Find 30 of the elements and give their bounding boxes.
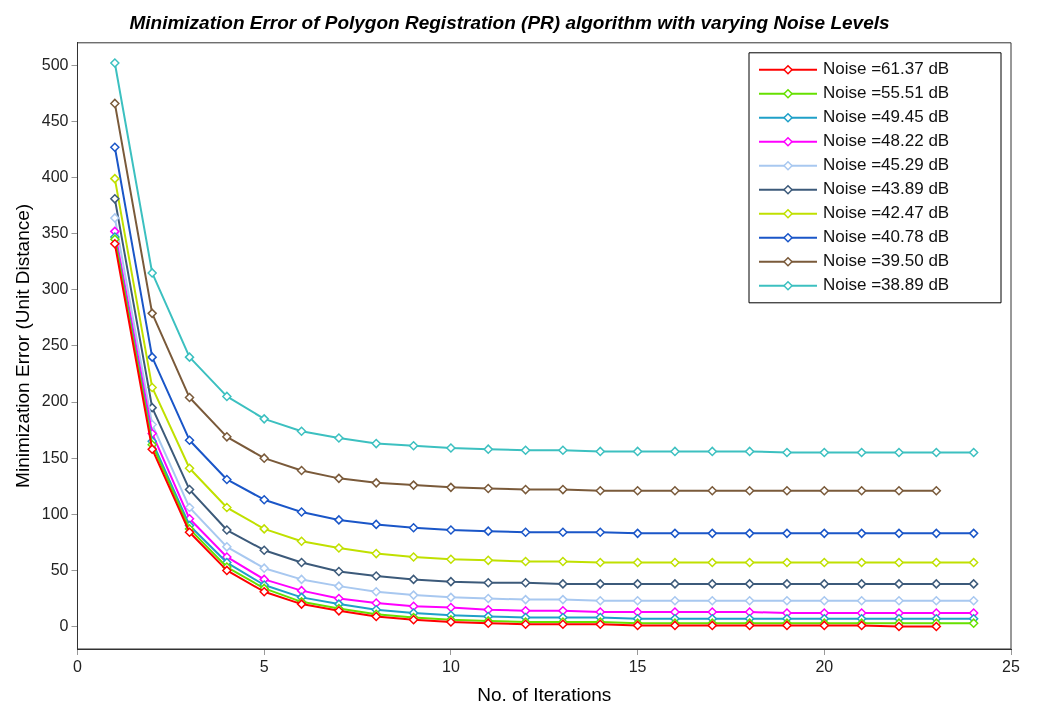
legend-label: Noise =39.50 dB: [823, 251, 950, 271]
x-tick-label: 0: [73, 658, 83, 676]
legend-label: Noise =38.89 dB: [823, 275, 950, 295]
y-tick-label: 400: [41, 167, 69, 185]
x-tick-label: 25: [1002, 658, 1020, 676]
legend-label: Noise =45.29 dB: [823, 155, 950, 175]
legend-label: Noise =40.78 dB: [823, 227, 950, 247]
x-tick-label: 15: [628, 658, 647, 676]
y-tick-label: 50: [50, 560, 69, 578]
y-tick-label: 0: [59, 616, 69, 634]
x-tick-label: 5: [259, 658, 269, 676]
y-axis-title: Minimization Error (Unit Distance): [11, 203, 33, 488]
chart-title: Minimization Error of Polygon Registration (PR) algorithm with varying Noise Levels: [129, 11, 890, 33]
y-tick-label: 500: [41, 55, 69, 73]
legend-label: Noise =61.37 dB: [823, 59, 950, 79]
x-axis-title: No. of Iterations: [477, 683, 612, 705]
y-tick-label: 200: [41, 392, 69, 410]
legend-label: Noise =43.89 dB: [823, 179, 950, 199]
legend-label: Noise =48.22 dB: [823, 131, 950, 151]
y-tick-label: 100: [41, 504, 69, 522]
y-tick-label: 300: [41, 280, 69, 298]
legend-label: Noise =42.47 dB: [823, 203, 950, 223]
y-tick-label: 250: [41, 336, 69, 354]
x-tick-label: 10: [442, 658, 460, 676]
legend-label: Noise =49.45 dB: [823, 107, 950, 127]
y-tick-label: 450: [41, 111, 69, 129]
y-tick-label: 350: [41, 224, 69, 242]
legend-label: Noise =55.51 dB: [823, 83, 950, 103]
y-tick-label: 150: [41, 448, 69, 466]
x-tick-label: 20: [815, 658, 834, 676]
